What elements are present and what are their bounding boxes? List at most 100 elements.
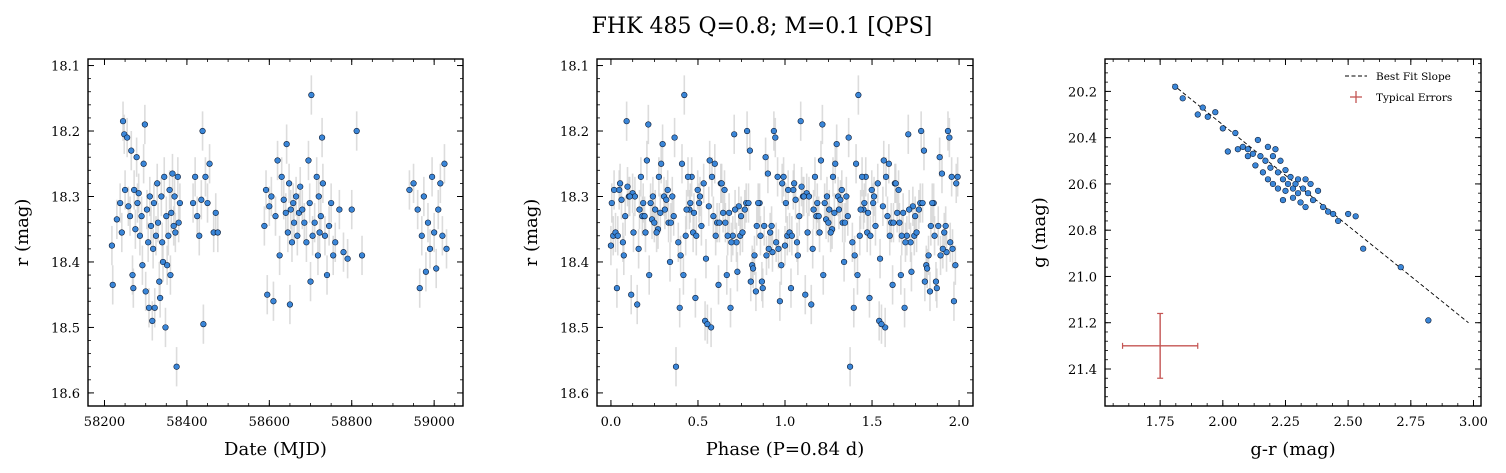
data-point (716, 219, 723, 226)
data-point (878, 321, 885, 328)
data-point (422, 268, 430, 275)
data-point (819, 121, 826, 128)
data-point (311, 219, 318, 226)
data-point (787, 285, 795, 292)
y-tick-label: 21.0 (1068, 270, 1097, 285)
data-point (161, 173, 168, 180)
data-point (1244, 153, 1251, 160)
lightcurve-panel: 58200 58400 58600 58800 59000 18.1 18.2 18.3 18.… (12, 58, 464, 460)
data-point (303, 239, 310, 246)
data-point (678, 160, 686, 167)
data-point (767, 229, 774, 236)
data-point (785, 186, 792, 194)
y-tick-label: 18.6 (560, 387, 589, 402)
data-point (778, 262, 785, 269)
data-point (336, 206, 343, 213)
data-point (406, 186, 413, 194)
data-point (823, 193, 831, 200)
y-tick-label: 18.1 (560, 60, 589, 75)
data-point (416, 285, 423, 292)
data-point (294, 232, 301, 239)
data-point (706, 157, 713, 164)
data-point (170, 222, 177, 230)
data-point (130, 285, 137, 292)
data-point (680, 271, 687, 279)
data-point (636, 206, 643, 213)
data-point (308, 91, 315, 99)
data-point (1224, 148, 1231, 155)
data-point (734, 268, 741, 275)
data-point (724, 232, 731, 239)
data-point (301, 219, 308, 226)
data-point (200, 321, 207, 328)
data-point (420, 193, 427, 200)
data-point (894, 209, 901, 216)
data-point (443, 245, 450, 252)
data-point (763, 252, 770, 259)
data-point (344, 255, 351, 262)
data-point (773, 239, 780, 246)
data-point (204, 199, 211, 207)
data-point (843, 193, 850, 200)
data-point (1254, 136, 1262, 144)
data-point (953, 180, 960, 187)
data-point (145, 304, 153, 311)
data-points (1172, 83, 1432, 324)
data-point (788, 232, 795, 239)
data-point (288, 239, 296, 246)
data-point (321, 232, 329, 239)
data-point (718, 180, 725, 187)
y-tick-label: 20.2 (1068, 85, 1097, 100)
data-point (775, 245, 782, 252)
data-point (868, 186, 875, 194)
data-point (802, 291, 809, 298)
color-magnitude-panel: Best Fit Slope Typical Errors 1.75 2.00 2.25… (1029, 58, 1488, 460)
data-point (864, 209, 872, 216)
data-point (826, 206, 833, 213)
data-point (290, 199, 297, 207)
data-point (293, 193, 300, 200)
data-point (850, 304, 857, 311)
data-point (1257, 153, 1264, 160)
data-point (670, 213, 677, 220)
data-point (781, 242, 789, 249)
data-point (741, 206, 748, 213)
data-point (845, 134, 852, 141)
data-point (1259, 169, 1267, 176)
data-point (1244, 146, 1251, 153)
x-tick-label: 58600 (249, 415, 290, 430)
data-point (272, 213, 279, 220)
data-point (682, 232, 689, 239)
data-point (261, 222, 268, 230)
data-point (424, 219, 432, 226)
data-point (757, 232, 764, 239)
data-point (1294, 190, 1302, 197)
data-point (749, 265, 757, 272)
data-point (700, 180, 707, 187)
data-point (919, 199, 926, 207)
data-point (280, 196, 287, 203)
data-point (884, 213, 891, 220)
y-tick-label: 18.5 (51, 321, 80, 336)
data-point (779, 180, 786, 187)
data-point (797, 118, 804, 125)
x-tick-label: 58400 (166, 415, 207, 430)
data-point (1304, 190, 1312, 197)
data-point (733, 239, 740, 246)
x-tick-label: 1.75 (1146, 415, 1175, 430)
data-point (1299, 185, 1307, 192)
data-point (872, 222, 879, 230)
data-point (287, 206, 294, 213)
data-point (711, 160, 718, 167)
data-point (954, 173, 961, 180)
data-point (647, 199, 654, 207)
data-point (753, 222, 760, 230)
plot-frame (87, 58, 464, 407)
data-point (307, 278, 314, 285)
data-point (671, 134, 678, 141)
data-point (1267, 164, 1274, 171)
data-point (944, 127, 952, 135)
x-tick-label: 3.00 (1459, 415, 1488, 430)
y-tick-label: 18.5 (560, 321, 589, 336)
data-point (931, 232, 938, 239)
